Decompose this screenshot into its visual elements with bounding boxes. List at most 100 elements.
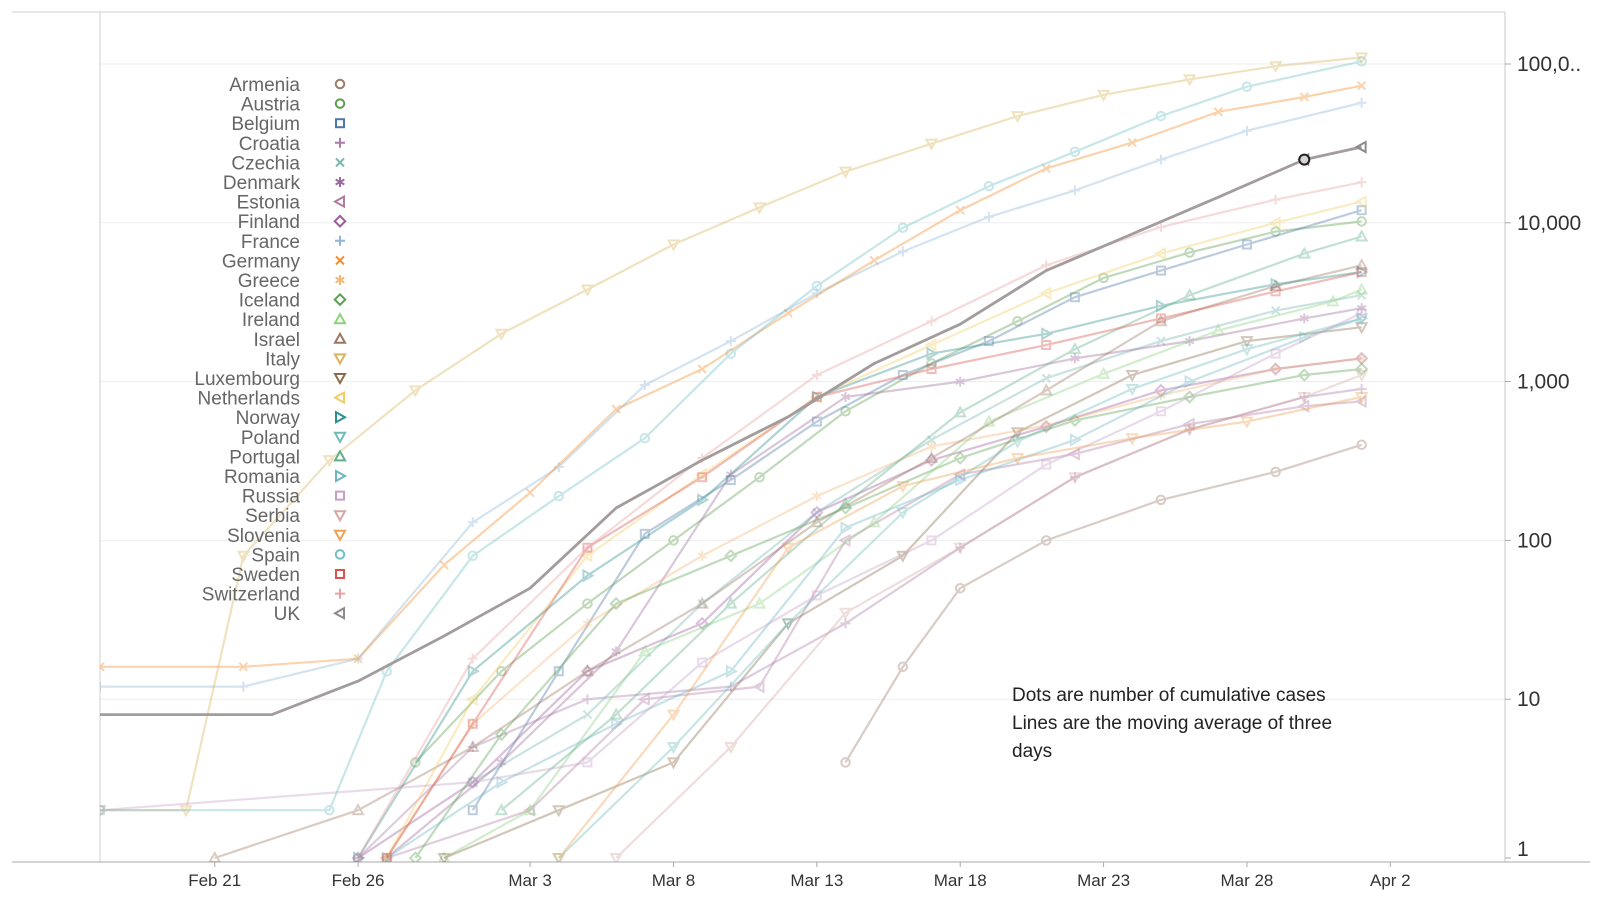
legend-item-luxembourg[interactable]: Luxembourg xyxy=(194,369,347,390)
series-germany[interactable] xyxy=(96,80,1367,672)
legend-item-slovenia[interactable]: Slovenia xyxy=(227,526,347,547)
legend-item-croatia[interactable]: Croatia xyxy=(239,134,345,155)
legend-item-spain[interactable]: Spain xyxy=(251,545,346,566)
series-spain[interactable] xyxy=(96,56,1367,816)
legend-item-serbia[interactable]: Serbia xyxy=(245,506,347,527)
data-point xyxy=(840,521,853,535)
data-point xyxy=(1354,282,1369,295)
series-italy[interactable] xyxy=(95,52,1369,818)
legend-item-denmark[interactable]: Denmark xyxy=(223,173,345,194)
legend-item-ireland[interactable]: Ireland xyxy=(242,310,347,331)
data-point xyxy=(924,451,939,464)
series-czechia[interactable] xyxy=(468,290,1367,787)
series-slovenia[interactable] xyxy=(552,391,1369,863)
legend-item-finland[interactable]: Finland xyxy=(238,212,347,233)
series-austria[interactable] xyxy=(410,216,1367,768)
data-point xyxy=(1241,81,1253,92)
series-portugal[interactable] xyxy=(494,229,1369,816)
data-point xyxy=(1354,322,1369,335)
series-poland[interactable] xyxy=(552,313,1369,863)
data-point xyxy=(811,370,822,381)
series-greece[interactable] xyxy=(381,353,1367,863)
legend-item-romania[interactable]: Romania xyxy=(224,467,348,488)
series-line-austria xyxy=(414,220,1362,764)
series-serbia[interactable] xyxy=(609,370,1369,863)
data-point xyxy=(1182,417,1195,431)
series-romania[interactable] xyxy=(381,311,1369,863)
legend-item-austria[interactable]: Austria xyxy=(241,95,346,116)
series-line-germany xyxy=(100,84,1362,668)
series-belgium[interactable] xyxy=(467,205,1367,816)
legend-label: Italy xyxy=(265,349,300,370)
series-line-netherlands xyxy=(385,200,1362,859)
legend-marker-asterisk-icon xyxy=(335,177,345,187)
data-point xyxy=(926,535,937,546)
data-point xyxy=(1010,427,1025,440)
data-point xyxy=(953,467,966,482)
series-uk[interactable] xyxy=(100,140,1367,716)
series-norway[interactable] xyxy=(353,265,1369,863)
data-point xyxy=(324,804,335,816)
data-point xyxy=(100,805,107,818)
legend-item-czechia[interactable]: Czechia xyxy=(231,153,345,174)
y-tick-label: 10 xyxy=(1517,688,1540,711)
legend-marker-diamond-icon xyxy=(333,214,347,228)
legend-marker-circle-icon xyxy=(334,78,346,90)
series-iceland[interactable] xyxy=(408,362,1369,863)
legend-item-russia[interactable]: Russia xyxy=(242,487,345,508)
data-point xyxy=(752,596,767,609)
legend-label: Greece xyxy=(238,271,300,292)
legend-item-italy[interactable]: Italy xyxy=(265,349,347,370)
legend-item-greece[interactable]: Greece xyxy=(238,271,345,292)
highlight-point[interactable] xyxy=(1298,153,1311,166)
series-netherlands[interactable] xyxy=(379,194,1367,863)
data-point xyxy=(580,664,595,678)
series-armenia[interactable] xyxy=(840,439,1367,768)
legend-item-switzerland[interactable]: Switzerland xyxy=(202,585,345,606)
data-point xyxy=(697,657,708,668)
legend-item-germany[interactable]: Germany xyxy=(222,251,345,272)
series-luxembourg[interactable] xyxy=(437,322,1369,863)
data-point xyxy=(1010,453,1025,466)
legend-marker-x-icon xyxy=(335,157,345,168)
legend-item-uk[interactable]: UK xyxy=(274,604,345,625)
data-point xyxy=(238,662,249,672)
series-ireland[interactable] xyxy=(437,282,1369,862)
series-estonia[interactable] xyxy=(379,394,1367,863)
series-denmark[interactable] xyxy=(381,303,1367,863)
data-point xyxy=(1240,344,1254,357)
series-line-serbia xyxy=(615,373,1362,859)
data-point xyxy=(754,471,765,483)
data-point xyxy=(1154,383,1168,398)
legend-item-estonia[interactable]: Estonia xyxy=(237,193,345,214)
legend-label: Switzerland xyxy=(202,585,300,606)
series-sweden[interactable] xyxy=(381,266,1367,862)
legend-marker-triangle-up-icon xyxy=(333,449,347,462)
legend-item-israel[interactable]: Israel xyxy=(254,330,347,351)
legend-item-france[interactable]: France xyxy=(241,232,345,253)
legend-item-belgium[interactable]: Belgium xyxy=(231,114,345,135)
legend-item-norway[interactable]: Norway xyxy=(236,408,348,429)
data-point xyxy=(467,805,478,816)
series-russia[interactable] xyxy=(96,308,1367,816)
series-croatia[interactable] xyxy=(353,383,1367,863)
legend-label: UK xyxy=(274,604,301,625)
x-tick-label: Feb 21 xyxy=(188,871,241,890)
legend-item-sweden[interactable]: Sweden xyxy=(231,565,345,586)
data-point xyxy=(1041,340,1052,351)
data-point xyxy=(983,336,994,347)
series-israel[interactable] xyxy=(208,258,1369,862)
legend-marker-square-icon xyxy=(335,490,345,501)
legend-item-armenia[interactable]: Armenia xyxy=(229,75,346,96)
data-point xyxy=(523,803,536,817)
data-point xyxy=(1268,362,1283,376)
legend-item-portugal[interactable]: Portugal xyxy=(229,447,347,468)
legend-item-iceland[interactable]: Iceland xyxy=(239,291,347,312)
legend-item-netherlands[interactable]: Netherlands xyxy=(198,389,345,410)
series-france[interactable] xyxy=(95,97,1367,692)
data-point xyxy=(236,550,251,563)
series-line-luxembourg xyxy=(443,326,1362,860)
series-finland[interactable] xyxy=(351,351,1369,863)
data-point xyxy=(1240,336,1254,349)
legend-item-poland[interactable]: Poland xyxy=(241,428,347,449)
